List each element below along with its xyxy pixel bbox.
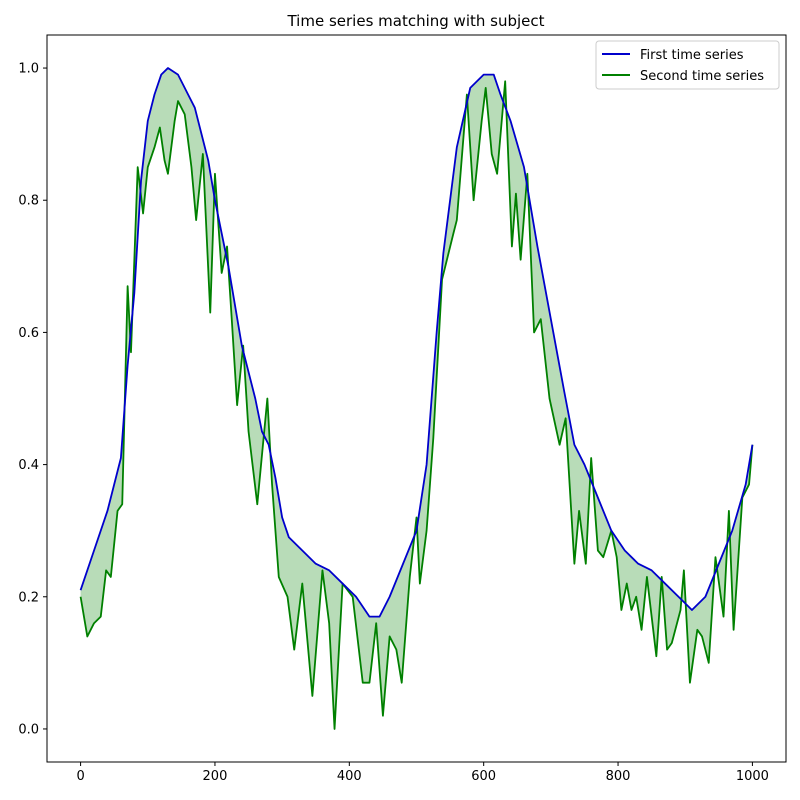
legend-label-second-series: Second time series <box>640 69 764 84</box>
series-line-second <box>79 80 754 730</box>
series-lines-layer <box>79 67 754 730</box>
x-tick-label: 800 <box>606 769 631 784</box>
y-axis-ticks: 0.0 0.2 0.4 0.6 0.8 1.0 <box>18 62 47 737</box>
fill-between-area <box>80 68 753 729</box>
x-tick-label: 200 <box>203 769 228 784</box>
chart-title: Time series matching with subject <box>286 12 544 30</box>
x-axis-ticks: 0 200 400 600 800 1000 <box>76 762 769 784</box>
y-tick-label: 0.0 <box>18 722 39 737</box>
plot-frame <box>46 34 787 763</box>
y-tick-label: 1.0 <box>18 62 39 77</box>
fill-between-layer <box>80 68 753 729</box>
x-tick-label: 600 <box>471 769 496 784</box>
x-tick-label: 400 <box>337 769 362 784</box>
y-tick-label: 0.6 <box>18 326 39 341</box>
x-tick-label: 0 <box>76 769 84 784</box>
series-line-first <box>79 67 754 618</box>
y-tick-label: 0.2 <box>18 590 39 605</box>
legend-box <box>595 40 780 90</box>
legend: First time series Second time series <box>595 40 780 90</box>
y-tick-label: 0.4 <box>18 458 39 473</box>
legend-label-first-series: First time series <box>640 48 744 63</box>
x-tick-label: 1000 <box>736 769 769 784</box>
y-tick-label: 0.8 <box>18 194 39 209</box>
